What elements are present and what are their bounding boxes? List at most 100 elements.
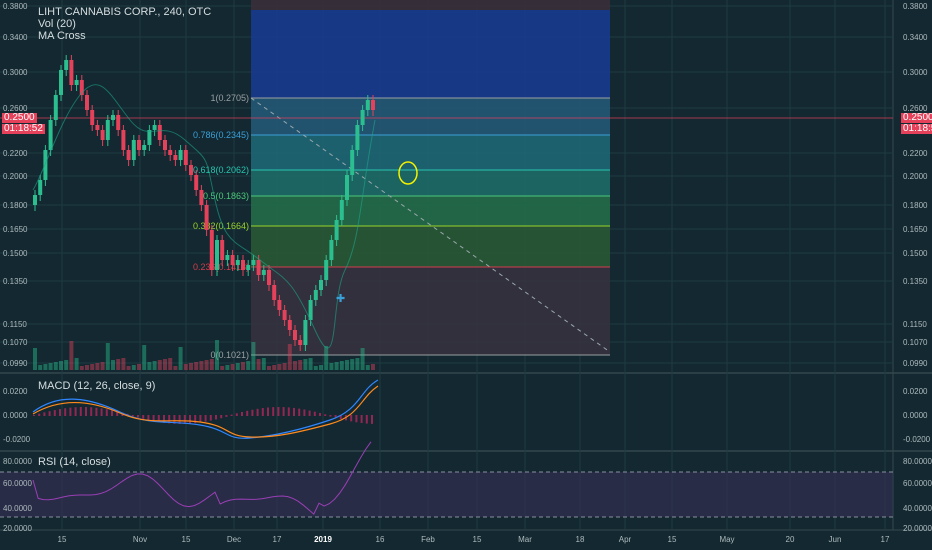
drawn-ellipse-annotation[interactable] [398, 161, 418, 185]
macd-histogram-bar [371, 415, 373, 424]
ma-cross-line [32, 84, 376, 349]
macd-histogram-bar [189, 415, 191, 424]
macd-title[interactable]: MACD (12, 26, close, 9) [38, 380, 156, 392]
candle-body [95, 125, 100, 130]
candle-body [178, 150, 183, 160]
macd-histogram-bar [85, 407, 87, 416]
fib-label: 0.5(0.1863) [203, 191, 249, 201]
macd-histogram-bar [183, 415, 186, 424]
macd-histogram-bar [355, 415, 358, 423]
candle-body [152, 125, 157, 130]
macd-histogram-bar [95, 407, 98, 416]
macd-histogram-bar [173, 415, 176, 424]
candlesticks[interactable] [33, 55, 375, 351]
macd-histogram-bar [142, 415, 145, 419]
volume-bar [319, 365, 323, 370]
candle-body [85, 95, 89, 110]
macd-panel[interactable] [32, 379, 379, 439]
fibonacci-retracement[interactable]: 1(0.2705) 0.786(0.2345) 0.618(0.2062) 0.… [193, 0, 611, 360]
macd-histogram-bar [100, 408, 103, 416]
macd-histogram-bar [272, 407, 275, 416]
volume-bar [137, 364, 141, 370]
candle-body [163, 140, 167, 150]
candle-body [334, 220, 339, 240]
macd-histogram-bar [137, 415, 139, 418]
candle-body [137, 140, 141, 150]
macd-histogram-bar [225, 415, 228, 417]
macd-histogram-bar [38, 413, 41, 416]
candle-body [308, 300, 313, 320]
price-tick: 0.1650 [903, 225, 928, 234]
macd-histogram-bar [282, 407, 285, 416]
candle-body [267, 270, 271, 285]
volume-bar [350, 359, 355, 370]
volume-bar [371, 364, 375, 370]
macd-histogram-bar [350, 415, 353, 422]
volume-bar [345, 360, 349, 370]
panel-divider[interactable] [0, 372, 932, 374]
macd-histogram-bar [313, 411, 316, 416]
volume-bar [121, 358, 126, 370]
last-price-badge: 0.2500 [901, 113, 932, 123]
time-tick: 15 [668, 535, 677, 544]
volume-bar [365, 365, 370, 370]
candle-body [365, 100, 370, 110]
candle-body [215, 240, 219, 270]
volume-bar [303, 359, 308, 370]
candle-body [246, 265, 251, 270]
volume-bar [131, 365, 136, 370]
time-tick: 17 [881, 535, 890, 544]
macd-histogram-bar [48, 411, 51, 416]
price-tick: 0.1150 [903, 320, 927, 329]
candle-body [256, 260, 261, 275]
panel-divider[interactable] [0, 450, 932, 452]
price-tick: 0.3000 [3, 68, 28, 77]
time-tick: Feb [421, 535, 435, 544]
last-price-badge-left: 0.2500 [2, 112, 37, 123]
fib-label: 0.236(0.1418) [193, 262, 249, 272]
candle-body [293, 330, 297, 340]
price-tick: 0.1500 [3, 249, 28, 258]
fib-label: 0.618(0.2062) [193, 165, 249, 175]
macd-histogram-bar [116, 411, 119, 416]
candle-body [43, 150, 48, 180]
candle-body [126, 150, 131, 160]
time-axis[interactable]: 15 Nov 15 Dec 17 2019 16 Feb 15 Mar 18 Apr 15 May 20 Ju… [58, 535, 890, 544]
macd-histogram-bar [69, 407, 72, 416]
volume-bar [59, 361, 63, 370]
countdown-badge-left: 01:18:52 [2, 123, 45, 134]
candle-body [64, 60, 69, 70]
volume-bar [69, 341, 74, 370]
candle-body [277, 300, 282, 310]
rsi-tick: 20.0000 [903, 524, 932, 533]
volume-bar [194, 362, 199, 370]
macd-histogram-bar [199, 415, 202, 423]
macd-histogram-bar [163, 415, 165, 423]
macd-histogram-bar [220, 415, 223, 419]
price-axis[interactable]: 0.3800 0.3800 0.3400 0.3400 0.3000 0.3000 0.26… [3, 2, 932, 533]
rsi-title[interactable]: RSI (14, close) [38, 456, 111, 468]
volume-bar [329, 363, 334, 370]
macd-histogram-bar [298, 408, 301, 416]
candle-body [204, 205, 209, 230]
symbol-title: LIHT CANNABIS CORP., 240, OTC [38, 6, 212, 18]
volume-bar [339, 361, 344, 370]
candle-body [329, 240, 334, 260]
volume-bar [293, 361, 297, 370]
volume-bar [220, 366, 225, 370]
volume-bars [33, 340, 375, 370]
macd-histogram-bar [90, 407, 93, 416]
macd-histogram-bar [287, 407, 290, 416]
macd-histogram-bar [365, 415, 368, 424]
volume-bar [95, 363, 100, 370]
volume-bar [230, 364, 235, 370]
macd-histogram-bar [209, 415, 212, 421]
candle-body [183, 150, 188, 165]
macd-histogram-bar [334, 415, 337, 418]
rsi-panel[interactable] [0, 441, 893, 518]
candle-body [230, 255, 235, 265]
ma-cross-indicator-label[interactable]: MA Cross [38, 30, 86, 42]
volume-indicator-label[interactable]: Vol (20) [38, 18, 76, 30]
macd-histogram-bar [235, 413, 238, 416]
